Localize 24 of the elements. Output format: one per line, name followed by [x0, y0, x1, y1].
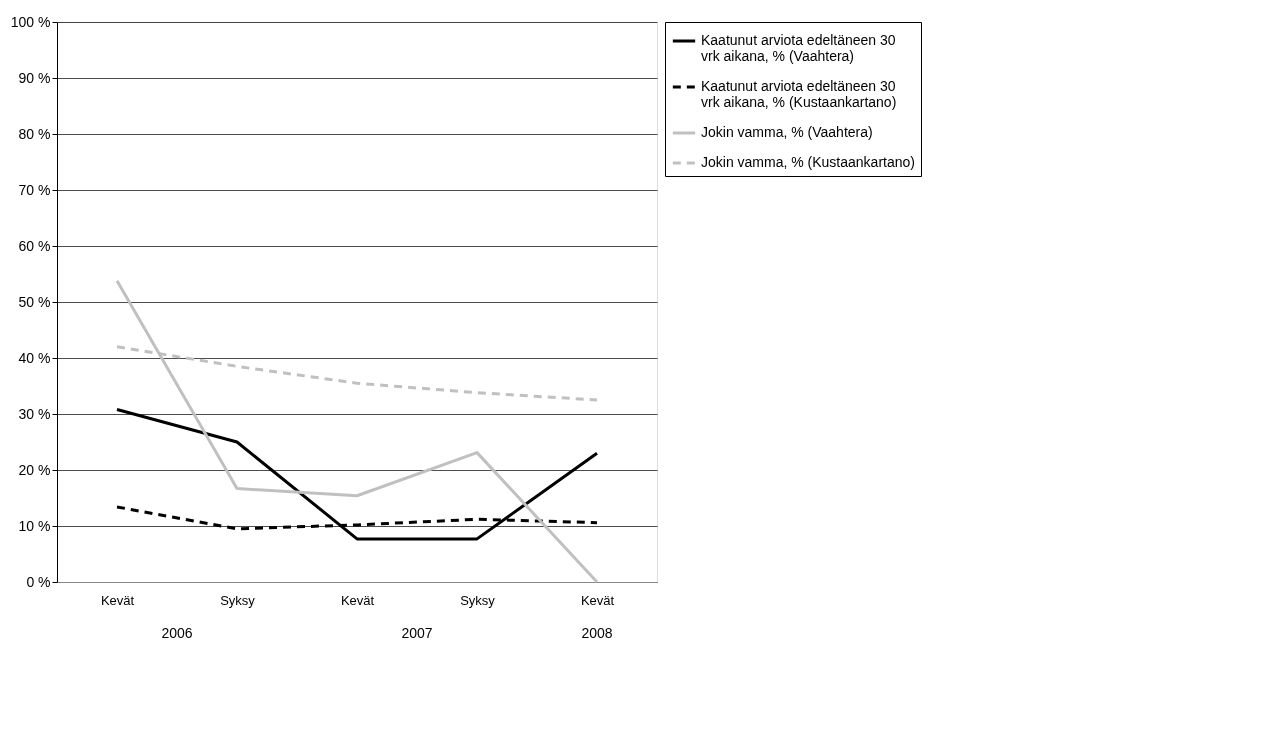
x-tick-label: Syksy — [460, 592, 496, 608]
x-tick-label: Syksy — [220, 592, 256, 608]
x-tick-label: Kevät — [340, 592, 375, 608]
legend-label: Kaatunut arviota edeltäneen 30 vrk aikana, % (Kustaankartano) — [701, 78, 897, 110]
y-tick-label: 60 % — [18, 237, 51, 254]
text: 2006 — [161, 625, 193, 641]
y-tick-label: 100 % — [10, 13, 51, 30]
line-series — [115, 279, 599, 584]
y-tick-label: 30 % — [18, 405, 51, 422]
x-tick-label: Kevät — [580, 592, 615, 608]
y-tick-label: 40 % — [18, 349, 51, 366]
legend-label: Jokin vamma, % (Kustaankartano) — [701, 154, 915, 170]
text: 2007 — [401, 625, 433, 641]
legend-label: Kaatunut arviota edeltäneen 30 vrk aikana, % (Vaahtera) — [701, 32, 896, 64]
y-tick-label: 20 % — [18, 461, 51, 478]
y-tick-label: 80 % — [18, 125, 51, 142]
y-tick-label: 50 % — [18, 293, 51, 310]
y-tick-label: 10 % — [18, 517, 51, 534]
y-tick-label: 0 % — [26, 573, 51, 590]
text: 2008 — [581, 625, 613, 641]
y-tick-label: 90 % — [18, 69, 51, 86]
legend-label: Jokin vamma, % (Vaahtera) — [701, 124, 873, 140]
x-tick-label: Kevät — [100, 592, 135, 608]
y-tick-label: 70 % — [18, 181, 51, 198]
